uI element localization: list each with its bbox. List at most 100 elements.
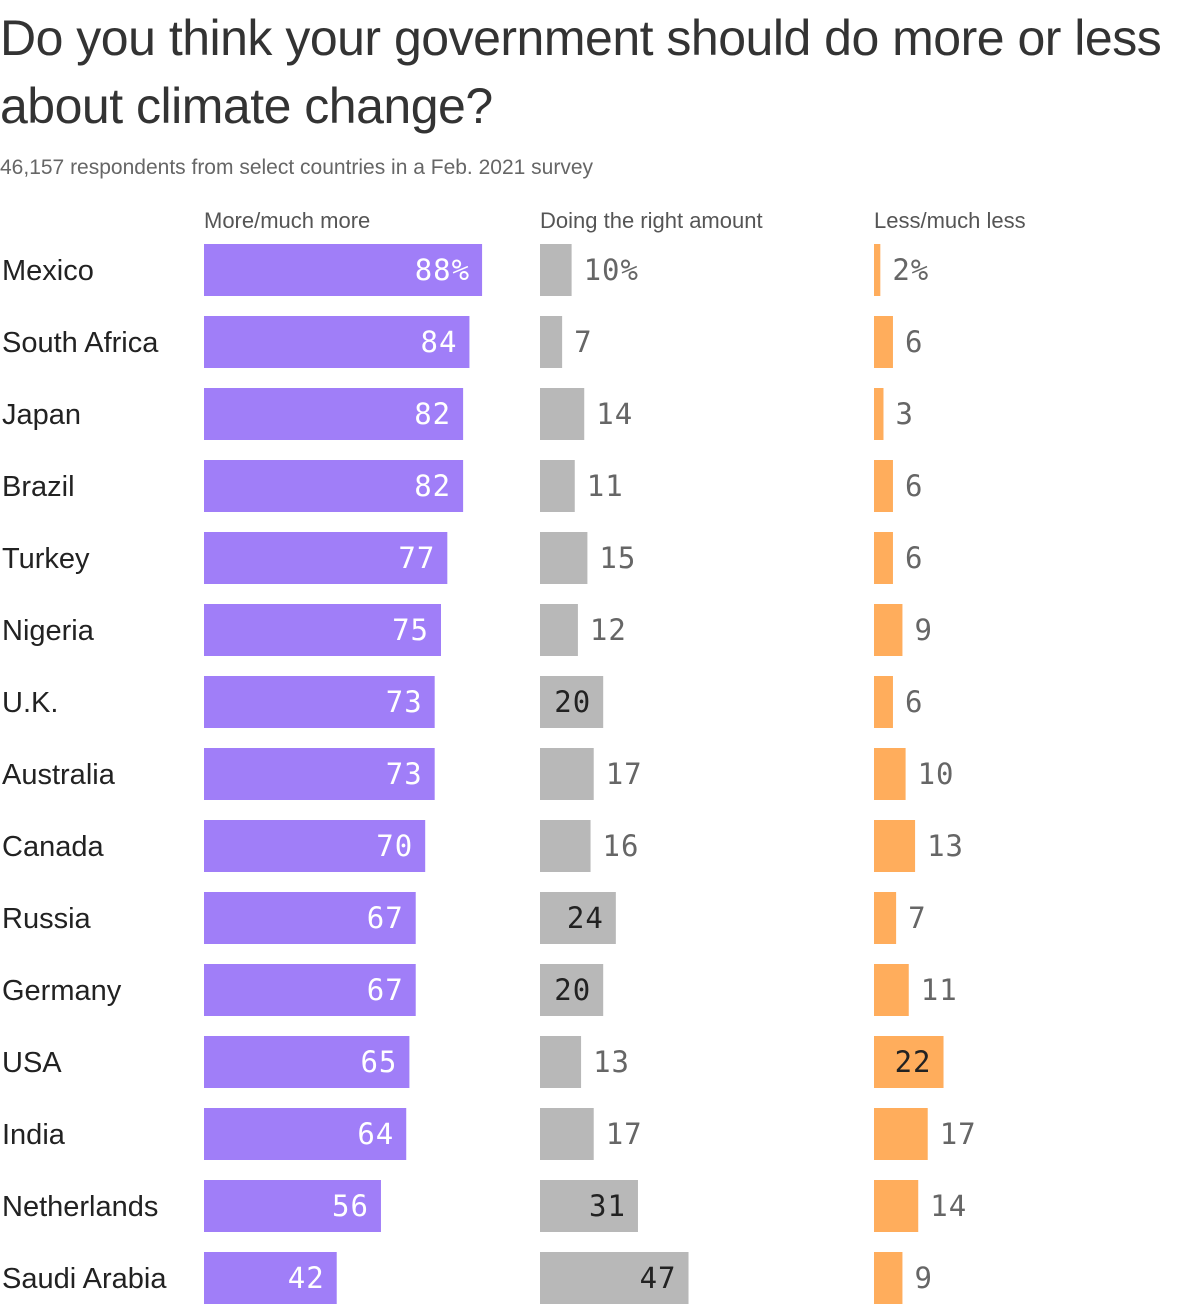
value-label: 17 bbox=[606, 1117, 643, 1151]
value-label: 17 bbox=[606, 757, 643, 791]
bar-1 bbox=[204, 892, 416, 944]
bar-3 bbox=[874, 1036, 944, 1088]
bar-3 bbox=[874, 964, 909, 1016]
value-label: 24 bbox=[567, 901, 604, 935]
country-label: Netherlands bbox=[2, 1191, 158, 1223]
bar-3 bbox=[874, 748, 906, 800]
chart-title: Do you think your government should do m… bbox=[0, 10, 1162, 134]
bar-3 bbox=[874, 676, 893, 728]
bar-2 bbox=[540, 244, 572, 296]
bar-2 bbox=[540, 388, 585, 440]
value-label: 73 bbox=[386, 685, 423, 719]
value-label: 2% bbox=[892, 253, 929, 287]
bar-2 bbox=[540, 1036, 582, 1088]
value-label: 82 bbox=[414, 397, 451, 431]
bar-1 bbox=[204, 1108, 407, 1160]
bar-1 bbox=[204, 1180, 381, 1232]
value-label: 14 bbox=[930, 1189, 967, 1223]
value-label: 13 bbox=[593, 1045, 630, 1079]
country-label: Australia bbox=[2, 759, 116, 791]
bar-2 bbox=[540, 316, 563, 368]
bar-3 bbox=[874, 1108, 928, 1160]
bar-1 bbox=[204, 676, 435, 728]
country-label: India bbox=[2, 1119, 66, 1151]
value-label: 67 bbox=[367, 973, 404, 1007]
value-label: 14 bbox=[596, 397, 633, 431]
value-label: 6 bbox=[905, 469, 923, 503]
value-label: 9 bbox=[914, 613, 932, 647]
bar-2 bbox=[540, 748, 594, 800]
column-header-1: More/much more bbox=[204, 208, 370, 233]
bar-1 bbox=[204, 532, 448, 584]
bar-3 bbox=[874, 316, 893, 368]
value-label: 42 bbox=[288, 1261, 325, 1295]
value-label: 88% bbox=[415, 253, 470, 287]
bar-2 bbox=[540, 460, 575, 512]
country-label: Mexico bbox=[2, 255, 94, 287]
bar-2 bbox=[540, 1108, 594, 1160]
value-label: 3 bbox=[895, 397, 913, 431]
column-header-3: Less/much less bbox=[874, 208, 1026, 233]
value-label: 65 bbox=[360, 1045, 397, 1079]
country-label: Canada bbox=[2, 831, 104, 863]
value-label: 67 bbox=[367, 901, 404, 935]
country-label: Nigeria bbox=[2, 615, 95, 647]
value-label: 82 bbox=[414, 469, 451, 503]
value-label: 16 bbox=[603, 829, 640, 863]
value-label: 6 bbox=[905, 325, 923, 359]
chart-subtitle: 46,157 respondents from select countries… bbox=[0, 156, 594, 179]
country-label: U.K. bbox=[2, 687, 58, 719]
bar-1 bbox=[204, 316, 470, 368]
column-header-2: Doing the right amount bbox=[540, 208, 763, 233]
value-label: 10 bbox=[918, 757, 955, 791]
value-label: 22 bbox=[895, 1045, 932, 1079]
bar-1 bbox=[204, 964, 416, 1016]
country-label: Russia bbox=[2, 903, 92, 935]
bar-3 bbox=[874, 532, 893, 584]
bar-1 bbox=[204, 748, 435, 800]
bar-2 bbox=[540, 1180, 638, 1232]
value-label: 47 bbox=[640, 1261, 677, 1295]
bar-2 bbox=[540, 820, 591, 872]
value-label: 7 bbox=[908, 901, 926, 935]
value-label: 31 bbox=[589, 1189, 626, 1223]
value-label: 20 bbox=[554, 685, 591, 719]
bar-1 bbox=[204, 460, 464, 512]
bar-1 bbox=[204, 244, 483, 296]
value-label: 13 bbox=[927, 829, 964, 863]
value-label: 15 bbox=[599, 541, 636, 575]
value-label: 17 bbox=[940, 1117, 977, 1151]
country-label: Japan bbox=[2, 399, 81, 431]
country-label: Turkey bbox=[2, 543, 90, 575]
bar-2 bbox=[540, 532, 588, 584]
bar-3 bbox=[874, 460, 893, 512]
value-label: 11 bbox=[587, 469, 624, 503]
country-label: USA bbox=[2, 1047, 62, 1079]
bar-3 bbox=[874, 820, 916, 872]
bar-1 bbox=[204, 820, 426, 872]
bar-2 bbox=[540, 1252, 689, 1304]
bar-3 bbox=[874, 1180, 919, 1232]
bar-2 bbox=[540, 964, 604, 1016]
country-label: Saudi Arabia bbox=[2, 1263, 167, 1295]
country-label: South Africa bbox=[2, 327, 159, 359]
bar-1 bbox=[204, 1252, 337, 1304]
bar-3 bbox=[874, 1252, 903, 1304]
value-label: 9 bbox=[914, 1261, 932, 1295]
bar-3 bbox=[874, 388, 884, 440]
value-label: 20 bbox=[554, 973, 591, 1007]
value-label: 75 bbox=[392, 613, 429, 647]
value-label: 64 bbox=[357, 1117, 394, 1151]
country-label: Germany bbox=[2, 975, 122, 1007]
bar-3 bbox=[874, 892, 897, 944]
value-label: 70 bbox=[376, 829, 413, 863]
value-label: 84 bbox=[421, 325, 458, 359]
bar-3 bbox=[874, 244, 881, 296]
bar-1 bbox=[204, 1036, 410, 1088]
value-label: 10% bbox=[584, 253, 639, 287]
bar-3 bbox=[874, 604, 903, 656]
value-label: 6 bbox=[905, 685, 923, 719]
bar-2 bbox=[540, 604, 578, 656]
value-label: 73 bbox=[386, 757, 423, 791]
bar-1 bbox=[204, 388, 464, 440]
